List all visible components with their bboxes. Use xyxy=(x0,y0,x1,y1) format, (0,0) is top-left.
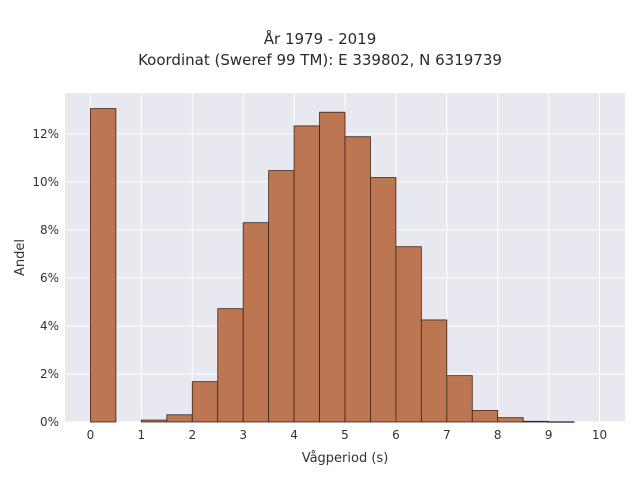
y-tick-label: 10% xyxy=(32,175,59,189)
histogram-bar xyxy=(446,375,473,423)
histogram-bar xyxy=(395,246,422,423)
y-tick-label: 6% xyxy=(40,271,59,285)
histogram-bar xyxy=(370,177,397,423)
chart-subtitle: Koordinat (Sweref 99 TM): E 339802, N 63… xyxy=(138,51,502,69)
x-tick-label: 9 xyxy=(545,428,553,442)
histogram-bar xyxy=(90,108,117,423)
x-tick-label: 3 xyxy=(239,428,247,442)
x-tick-label: 7 xyxy=(443,428,451,442)
histogram-bar xyxy=(497,417,524,423)
x-tick-label: 10 xyxy=(592,428,607,442)
y-tick-label: 0% xyxy=(40,415,59,429)
y-tick-label: 4% xyxy=(40,319,59,333)
x-tick-label: 1 xyxy=(138,428,146,442)
bars-group xyxy=(90,108,575,423)
histogram-bar xyxy=(191,381,219,423)
x-tick-label: 0 xyxy=(87,428,95,442)
chart-title: År 1979 - 2019 xyxy=(263,30,377,48)
y-tick-label: 2% xyxy=(40,367,59,381)
x-axis-label: Vågperiod (s) xyxy=(302,451,389,466)
y-tick-label: 12% xyxy=(32,127,59,141)
histogram-bar xyxy=(293,125,320,423)
histogram-bar xyxy=(344,136,371,423)
y-tick-label: 8% xyxy=(40,223,59,237)
histogram-bar xyxy=(268,170,295,423)
x-tick-label: 8 xyxy=(494,428,502,442)
histogram-bar xyxy=(140,419,168,423)
x-tick-label: 6 xyxy=(392,428,400,442)
x-tick-label: 4 xyxy=(290,428,298,442)
histogram-bar xyxy=(217,308,244,423)
x-axis-ticks: 0 1 2 3 4 5 6 7 8 9 10 xyxy=(87,428,608,442)
y-axis-ticks: 0% 2% 4% 6% 8% 10% 12% xyxy=(32,127,59,429)
histogram-bar xyxy=(319,111,346,423)
histogram-bar xyxy=(522,420,550,423)
x-tick-label: 5 xyxy=(341,428,349,442)
y-axis-label: Andel xyxy=(13,239,28,276)
histogram-bar xyxy=(420,319,448,423)
histogram-bar xyxy=(166,414,193,423)
x-tick-label: 2 xyxy=(188,428,196,442)
histogram-bar xyxy=(242,222,270,423)
histogram-bar xyxy=(548,421,575,423)
histogram-bar xyxy=(471,410,499,423)
